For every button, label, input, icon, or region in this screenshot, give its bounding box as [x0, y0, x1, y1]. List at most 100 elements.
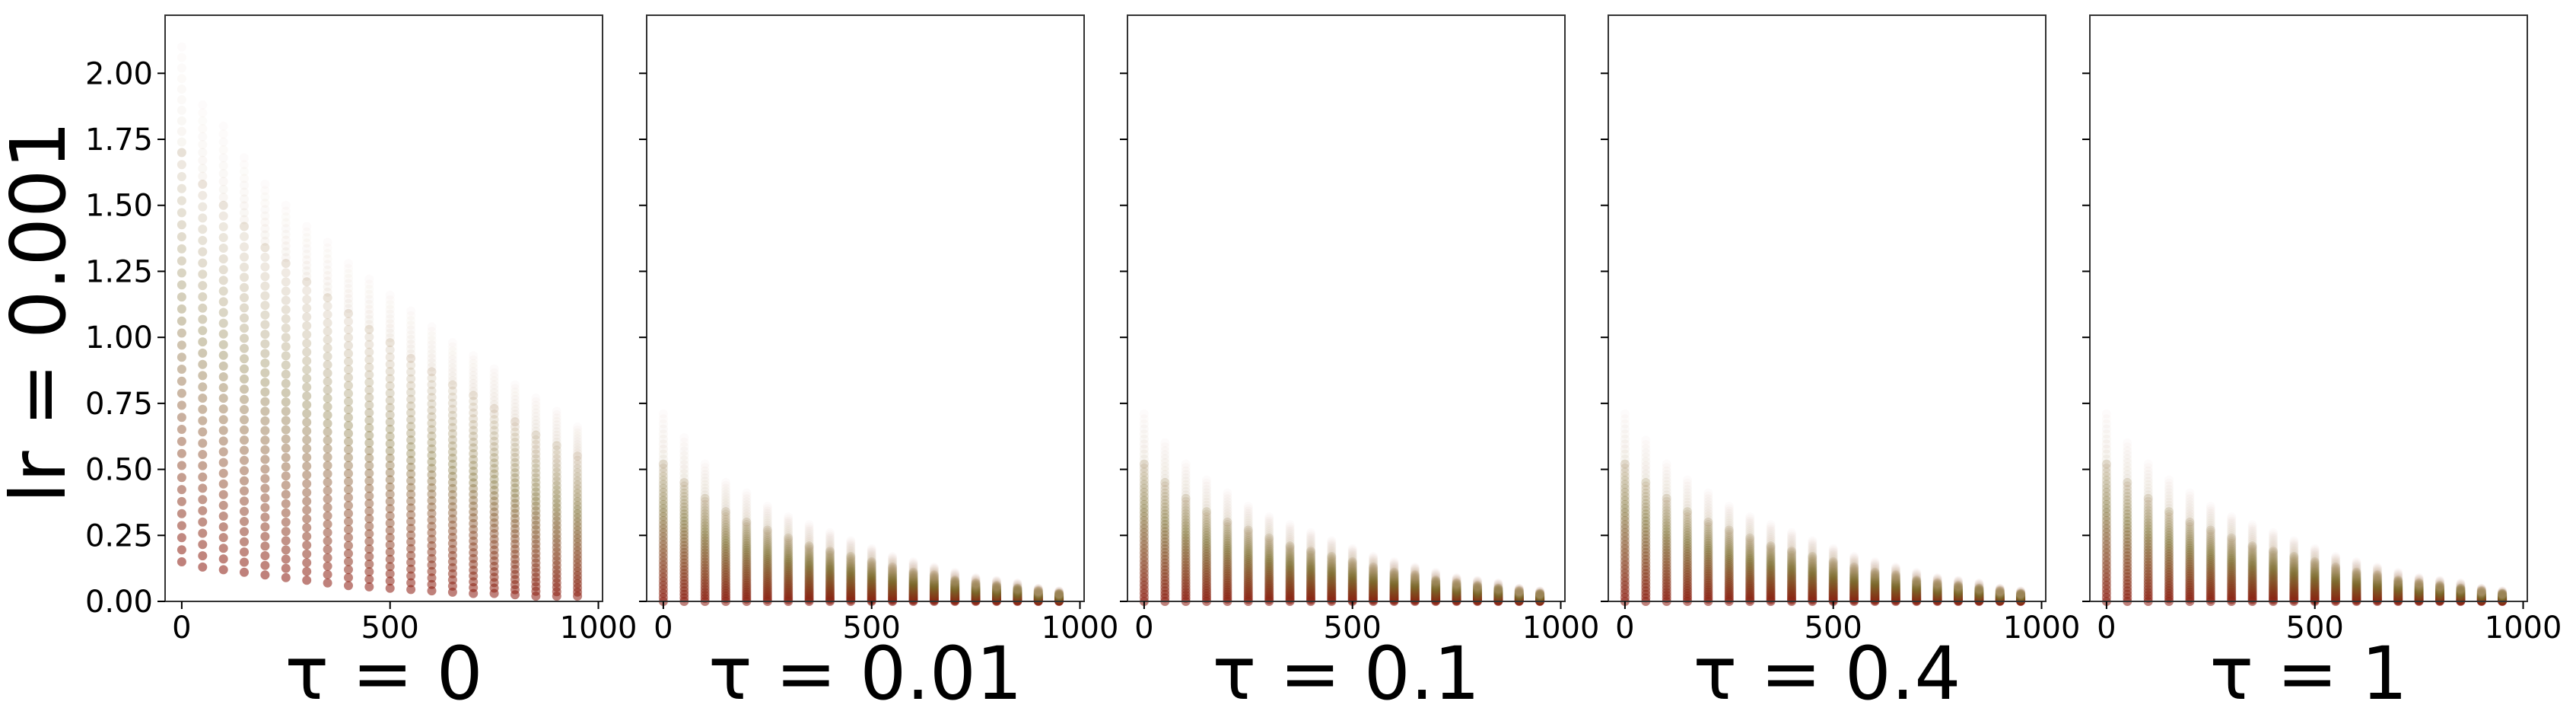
- data-point: [281, 206, 291, 216]
- data-point: [700, 557, 710, 567]
- data-point: [658, 429, 668, 439]
- data-point: [385, 496, 395, 506]
- data-point: [406, 330, 416, 340]
- data-point: [323, 419, 332, 429]
- data-point: [552, 430, 561, 440]
- data-point: [1223, 488, 1232, 498]
- scatter-points: [2101, 409, 2508, 606]
- data-point: [1410, 562, 1420, 572]
- data-point: [302, 426, 312, 436]
- data-point: [344, 381, 353, 391]
- data-point: [510, 518, 520, 528]
- data-point: [469, 391, 479, 400]
- data-point: [427, 367, 437, 377]
- data-point: [218, 244, 228, 253]
- data-point: [489, 368, 499, 378]
- data-point: [344, 565, 353, 575]
- data-point: [198, 394, 208, 403]
- data-point: [700, 579, 710, 588]
- data-point: [385, 410, 395, 419]
- data-point: [323, 293, 332, 303]
- data-point: [177, 63, 186, 73]
- data-point: [531, 416, 541, 426]
- data-point: [552, 458, 561, 468]
- data-point: [721, 507, 730, 517]
- data-point: [658, 536, 668, 546]
- data-point: [427, 399, 437, 409]
- data-point: [679, 551, 689, 561]
- data-point: [364, 340, 374, 349]
- data-point: [1891, 570, 1900, 580]
- data-point: [531, 454, 541, 464]
- data-point: [364, 362, 374, 372]
- data-point: [281, 268, 291, 278]
- data-point: [323, 310, 332, 320]
- data-point: [177, 42, 186, 52]
- data-point: [531, 572, 541, 582]
- data-point: [552, 454, 561, 464]
- data-point: [260, 211, 270, 221]
- data-point: [489, 485, 499, 495]
- data-point: [281, 489, 291, 499]
- data-point: [198, 190, 208, 200]
- data-point: [364, 431, 374, 440]
- data-point: [447, 386, 457, 396]
- data-point: [385, 461, 395, 470]
- data-point: [364, 347, 374, 357]
- x-tick-label: 1000: [1042, 611, 1119, 646]
- data-point: [658, 409, 668, 419]
- data-point: [700, 490, 710, 500]
- data-point: [658, 556, 668, 566]
- data-point: [700, 548, 710, 558]
- data-point: [510, 384, 520, 394]
- data-point: [658, 449, 668, 459]
- data-point: [427, 547, 437, 557]
- data-point: [260, 291, 270, 301]
- data-point: [531, 445, 541, 454]
- data-point: [573, 517, 583, 527]
- data-point: [489, 545, 499, 555]
- data-point: [302, 391, 312, 401]
- data-point: [679, 433, 689, 442]
- data-point: [447, 489, 457, 499]
- data-point: [177, 365, 186, 374]
- data-point: [679, 562, 689, 572]
- data-point: [469, 443, 479, 453]
- data-point: [1703, 488, 1713, 498]
- data-point: [489, 388, 499, 397]
- data-point: [198, 171, 208, 181]
- data-point: [700, 572, 710, 582]
- data-point: [240, 242, 249, 252]
- data-point: [177, 53, 186, 62]
- data-point: [344, 284, 353, 293]
- data-point: [281, 563, 291, 573]
- data-point: [2123, 477, 2132, 487]
- data-point: [302, 470, 312, 480]
- data-point: [2269, 528, 2278, 537]
- data-point: [302, 488, 312, 497]
- data-point: [679, 492, 689, 502]
- data-point: [344, 413, 353, 422]
- data-point: [260, 349, 270, 359]
- data-point: [198, 180, 208, 189]
- data-point: [302, 277, 312, 287]
- data-point: [679, 516, 689, 526]
- data-point: [406, 503, 416, 513]
- data-point: [658, 532, 668, 542]
- data-point: [1431, 567, 1441, 577]
- data-point: [385, 309, 395, 319]
- data-point: [364, 445, 374, 455]
- data-point: [323, 536, 332, 546]
- data-point: [385, 403, 395, 413]
- data-point: [552, 529, 561, 539]
- data-point: [281, 247, 291, 257]
- data-point: [281, 295, 291, 305]
- data-point: [658, 552, 668, 562]
- data-point: [344, 533, 353, 543]
- data-point: [344, 294, 353, 304]
- data-point: [240, 153, 249, 163]
- data-point: [218, 554, 228, 564]
- data-point: [364, 324, 374, 334]
- data-point: [344, 549, 353, 559]
- data-point: [240, 496, 249, 506]
